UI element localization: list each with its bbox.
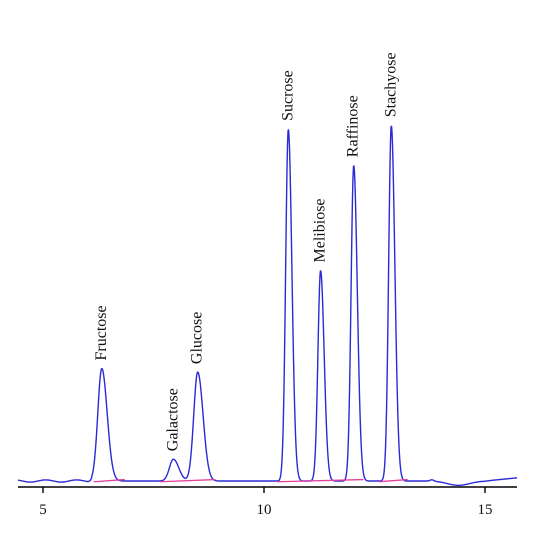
peak-label-glucose: Glucose: [189, 312, 206, 364]
x-tick-label-10: 10: [257, 502, 272, 518]
chromatogram-line: [17, 125, 518, 487]
baseline-segment-1: [93, 478, 125, 483]
peak-label-raffinose: Raffinose: [345, 95, 362, 157]
peak-label-sucrose: Sucrose: [279, 70, 296, 121]
baseline-segment-2: [160, 478, 216, 483]
plot-area: 5 10 15 Fructose Galactose Glucose Sucrose Meli…: [17, 52, 518, 518]
x-tick-label-5: 5: [39, 502, 47, 518]
baseline-segment-4: [378, 478, 408, 483]
peak-label-melibiose: Melibiose: [312, 198, 329, 262]
x-tick-label-15: 15: [478, 502, 493, 518]
peak-label-fructose: Fructose: [93, 305, 110, 360]
baseline-segment-3: [277, 478, 364, 483]
peak-label-galactose: Galactose: [164, 388, 181, 451]
peak-label-stachyose: Stachyose: [382, 52, 399, 117]
